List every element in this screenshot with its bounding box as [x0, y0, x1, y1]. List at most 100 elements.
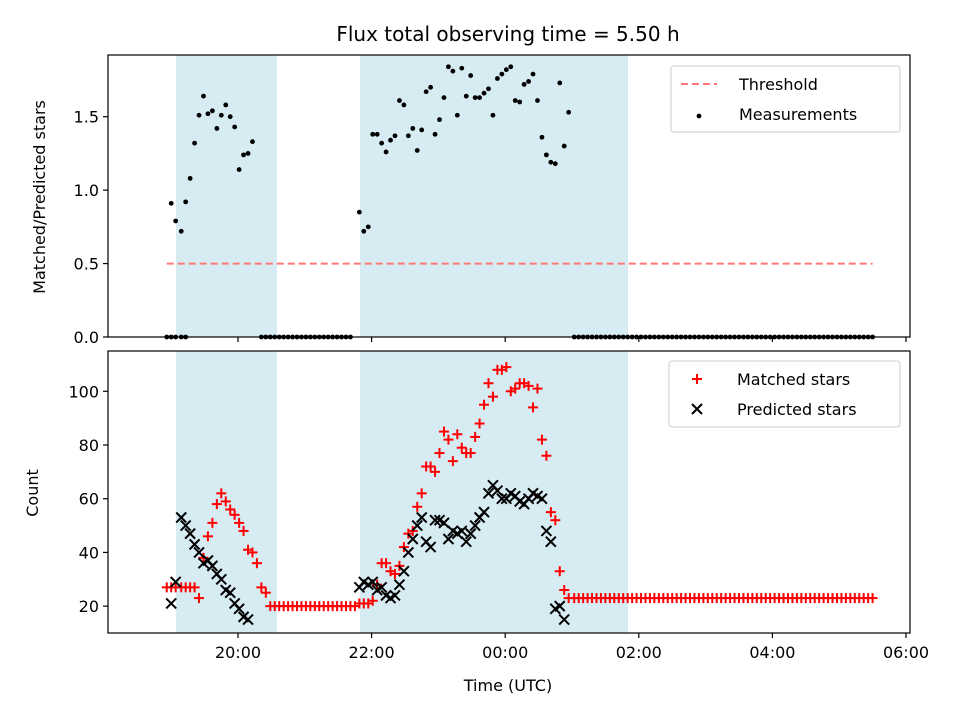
top-measurements-point	[178, 228, 184, 234]
bottom-matched-stars-point	[251, 558, 262, 569]
top-measurements-point	[512, 98, 518, 103]
top-measurements-point	[187, 175, 193, 181]
top-measurements-point	[459, 65, 465, 71]
top-measurements-point	[454, 112, 460, 118]
bottom-matched-stars-point	[372, 579, 383, 590]
bottom-matched-stars-point	[430, 466, 441, 477]
top-legend-swatch	[696, 113, 702, 119]
top-shade-2	[360, 55, 628, 337]
top-measurements-point	[383, 149, 389, 155]
bottom-matched-stars-point	[225, 504, 236, 515]
bottom-predicted-stars-point	[469, 519, 481, 532]
top-measurements-point	[503, 67, 509, 73]
bottom-predicted-stars-point	[482, 487, 495, 500]
bottom-predicted-stars-point	[554, 600, 566, 612]
bottom-predicted-stars-point	[442, 533, 455, 545]
top-measurements-point	[232, 124, 238, 130]
top-measurements-point	[361, 228, 367, 234]
top-measurements-point	[463, 93, 469, 99]
bottom-predicted-stars-point	[179, 519, 192, 532]
bottom-y-axis-label: Count	[23, 469, 42, 517]
top-measurements-point	[405, 133, 411, 139]
bottom-predicted-stars-point	[389, 589, 401, 602]
bottom-matched-stars-point	[559, 585, 570, 596]
top-measurements-point	[446, 64, 451, 70]
top-measurements-point	[508, 64, 514, 70]
top-measurements-point	[566, 109, 572, 115]
bottom-matched-stars-point	[554, 566, 565, 577]
bottom-matched-stars-point	[487, 391, 498, 402]
top-measurements-point	[365, 224, 371, 230]
bottom-matched-stars-point	[207, 517, 218, 528]
top-measurements-point	[370, 131, 376, 137]
bottom-predicted-stars-point	[424, 541, 437, 553]
bottom-x-tick-label: 04:00	[749, 643, 795, 662]
top-measurements-point	[495, 76, 500, 81]
bottom-matched-stars-point	[465, 448, 476, 459]
bottom-shade-2	[360, 351, 628, 633]
bottom-matched-stars-point	[523, 380, 534, 391]
top-measurements-point	[419, 127, 425, 133]
bottom-matched-stars-point	[438, 426, 449, 437]
bottom-predicted-stars-point	[165, 597, 177, 610]
bottom-y-tick-label: 60	[79, 490, 99, 509]
top-measurements-point	[401, 102, 407, 108]
top-measurements-point	[168, 200, 174, 206]
bottom-predicted-stars-point	[545, 535, 557, 548]
bottom-matched-stars-point	[247, 547, 258, 558]
top-measurements-point	[499, 71, 505, 77]
top-measurements-point	[236, 167, 242, 172]
bottom-matched-stars-point	[238, 525, 249, 536]
top-measurements-point	[543, 152, 549, 158]
bottom-axes-frame	[107, 350, 911, 634]
bottom-matched-stars-point	[202, 531, 213, 542]
top-measurements-point	[196, 112, 202, 118]
bottom-predicted-stars-point	[536, 493, 548, 505]
bottom-predicted-stars-point	[215, 573, 228, 585]
top-measurements-point	[223, 102, 229, 108]
top-y-tick-label: 1.5	[74, 108, 99, 127]
top-measurements-point	[183, 199, 189, 205]
bottom-matched-stars-point	[474, 418, 485, 429]
bottom-predicted-stars-point	[411, 519, 423, 532]
bottom-predicted-stars-point	[184, 527, 196, 540]
bottom-predicted-stars-point	[464, 527, 477, 540]
top-measurements-point	[356, 209, 362, 215]
top-measurements-point	[201, 93, 206, 99]
bottom-matched-stars-point	[416, 488, 427, 499]
bottom-predicted-stars-point	[188, 538, 201, 551]
top-measurements-point	[561, 143, 567, 149]
top-measurements-point	[218, 112, 224, 118]
top-y-axis-label: Matched/Predicted stars	[30, 100, 49, 294]
bottom-predicted-stars-point	[558, 613, 570, 626]
top-measurements-point	[192, 140, 197, 146]
bottom-matched-stars-point	[229, 509, 240, 520]
bottom-matched-stars-point	[443, 434, 454, 445]
top-y-tick-label: 1.0	[74, 181, 99, 200]
top-measurements-point	[250, 139, 255, 145]
top-y-tick-label: 0.0	[74, 328, 99, 347]
top-measurements-point	[379, 140, 385, 146]
top-measurements-point	[245, 151, 251, 156]
bottom-predicted-stars-point	[206, 560, 219, 572]
bottom-matched-stars-point	[256, 582, 267, 593]
top-measurements-point	[437, 117, 442, 123]
top-panel: 0.0 0.5 1.0 1.5 Threshold Measurements	[74, 54, 911, 347]
bottom-predicted-stars-point	[438, 517, 450, 529]
bottom-legend-label: Predicted stars	[737, 400, 857, 419]
top-measurements-point	[205, 111, 211, 117]
top-measurements-point	[214, 126, 220, 131]
top-measurements-point	[374, 131, 380, 137]
bottom-matched-stars-point	[528, 402, 539, 413]
bottom-predicted-stars-point	[491, 484, 504, 497]
bottom-y-tick-label: 20	[79, 597, 99, 616]
bottom-predicted-stars-point	[393, 578, 406, 591]
bottom-predicted-stars-point	[398, 565, 410, 577]
top-measurements-point	[557, 80, 563, 86]
top-measurements-point	[209, 108, 215, 114]
bottom-predicted-stars-point	[429, 514, 441, 526]
top-measurements-point	[441, 95, 447, 100]
bottom-legend-swatch	[692, 374, 702, 384]
bottom-x-tick-label: 06:00	[883, 643, 929, 662]
bottom-predicted-stars-point	[402, 546, 415, 559]
